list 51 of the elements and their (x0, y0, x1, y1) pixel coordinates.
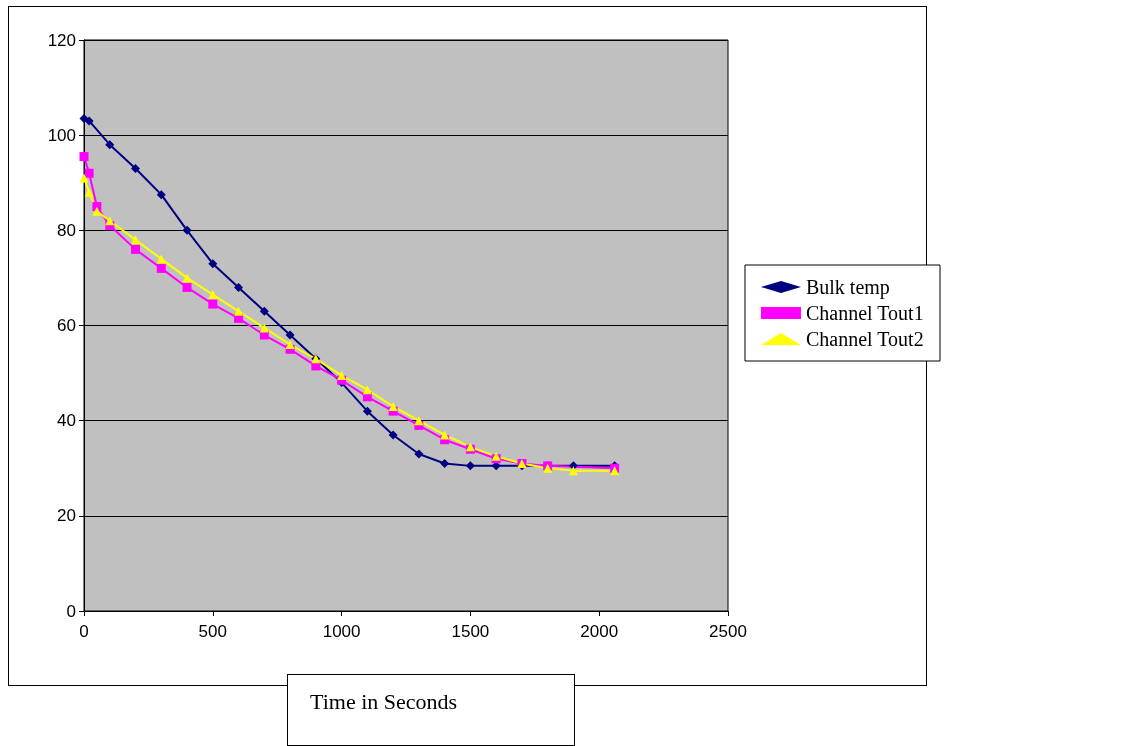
y-tick-label: 40 (57, 411, 76, 431)
point (465, 461, 475, 471)
y-tick-label: 80 (57, 220, 76, 240)
point (234, 282, 244, 292)
y-tick-label: 20 (57, 506, 76, 526)
point (362, 406, 372, 416)
point (182, 273, 192, 283)
point (414, 416, 424, 426)
y-tick-label: 60 (57, 316, 76, 335)
point (84, 116, 94, 126)
point (84, 187, 94, 197)
x-tick-label: 2000 (580, 622, 619, 641)
legend-label: Channel Tout1 (805, 302, 924, 324)
point (182, 225, 192, 235)
point (208, 299, 218, 309)
point (131, 163, 141, 173)
y-tick-label: 0 (66, 601, 76, 621)
point (131, 235, 141, 245)
x-tick-label: 1500 (451, 622, 490, 641)
point (414, 449, 424, 459)
x-tick-label: 0 (79, 622, 89, 641)
x-tick-label: 1000 (322, 622, 361, 641)
point (388, 401, 398, 411)
point (156, 263, 166, 273)
legend-label: Bulk temp (805, 276, 890, 299)
point (285, 340, 295, 350)
point (337, 370, 347, 380)
point (259, 306, 269, 316)
point (79, 173, 89, 183)
point (208, 259, 218, 269)
point (182, 282, 192, 292)
point (92, 202, 102, 212)
point (234, 306, 244, 316)
x-tick-label: 2500 (709, 622, 747, 641)
y-tick-label: 120 (47, 30, 76, 50)
point (388, 430, 398, 440)
point (440, 458, 450, 468)
point (79, 152, 89, 162)
point (285, 330, 295, 340)
point (131, 244, 141, 254)
x-axis-title: Time in Seconds (287, 674, 575, 746)
x-tick-label: 500 (198, 622, 227, 641)
point (84, 168, 94, 178)
point (568, 466, 578, 476)
y-tick-label: 100 (47, 125, 76, 145)
point (156, 190, 166, 200)
legend-label: Channel Tout2 (805, 328, 924, 350)
point (208, 290, 218, 300)
point (105, 140, 115, 150)
point (92, 206, 102, 216)
point (259, 330, 269, 340)
